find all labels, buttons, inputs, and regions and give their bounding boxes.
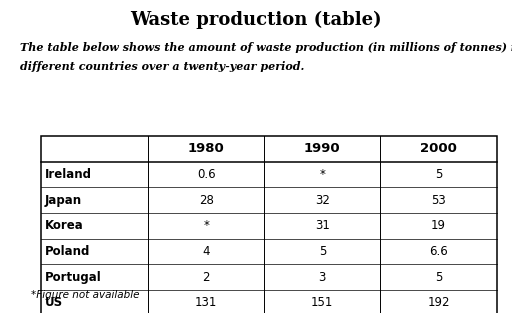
Text: Waste production (table): Waste production (table) [130,11,382,29]
Text: Japan: Japan [45,194,82,207]
Text: Portugal: Portugal [45,271,102,284]
Text: 28: 28 [199,194,214,207]
Text: 2000: 2000 [420,142,457,156]
Text: 32: 32 [315,194,330,207]
Text: Poland: Poland [45,245,91,258]
Text: *: * [203,219,209,233]
Text: 19: 19 [431,219,446,233]
Text: 53: 53 [431,194,446,207]
Text: different countries over a twenty-year period.: different countries over a twenty-year p… [20,61,305,72]
Text: 1980: 1980 [188,142,225,156]
Text: *Figure not available: *Figure not available [31,290,139,300]
Text: 6.6: 6.6 [429,245,448,258]
Text: 3: 3 [318,271,326,284]
Text: The table below shows the amount of waste production (in millions of tonnes) in : The table below shows the amount of wast… [20,42,512,53]
Text: Korea: Korea [45,219,84,233]
Text: 0.6: 0.6 [197,168,216,181]
Text: US: US [45,296,63,310]
Text: 5: 5 [435,271,442,284]
Text: 131: 131 [195,296,217,310]
Text: 31: 31 [315,219,330,233]
Text: *: * [319,168,325,181]
Text: 1990: 1990 [304,142,340,156]
Text: 192: 192 [428,296,450,310]
Text: 5: 5 [318,245,326,258]
Text: 4: 4 [202,245,210,258]
Text: 5: 5 [435,168,442,181]
Text: 2: 2 [202,271,210,284]
Text: Ireland: Ireland [45,168,92,181]
Text: 151: 151 [311,296,333,310]
